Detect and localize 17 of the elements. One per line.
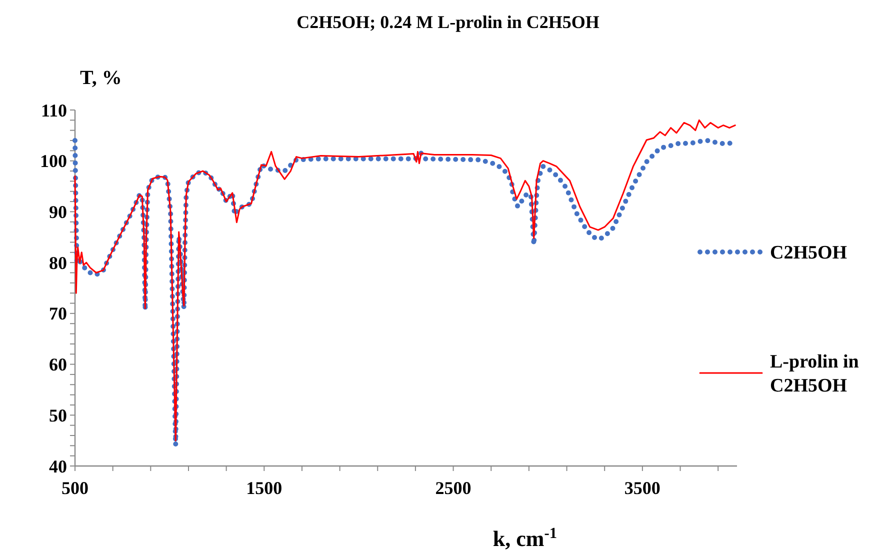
legend-label: L-prolin in C2H5OH (770, 352, 860, 396)
y-tick-label: 110 (40, 100, 67, 120)
y-axis-title: T, % (80, 67, 122, 89)
x-tick-label: 2500 (435, 478, 472, 498)
y-tick-label: 60 (49, 354, 67, 375)
x-tick-label: 500 (62, 478, 88, 498)
y-tick-label: 90 (49, 202, 67, 222)
y-tick-label: 50 (49, 405, 67, 426)
y-tick-label: 40 (49, 456, 67, 476)
x-tick-label: 1500 (246, 478, 282, 498)
x-axis-title: k, cm$^{-1}$ (492, 524, 558, 551)
y-tick-label: 100 (40, 151, 67, 172)
legend-label: C2H5OH (770, 242, 848, 264)
chart-title: C2H5OH; 0.24 M L-prolin in C2H5OH (296, 12, 600, 32)
y-tick-label: 80 (49, 252, 67, 273)
y-tick-label: 70 (49, 304, 67, 324)
x-tick-label: 3500 (624, 478, 660, 498)
